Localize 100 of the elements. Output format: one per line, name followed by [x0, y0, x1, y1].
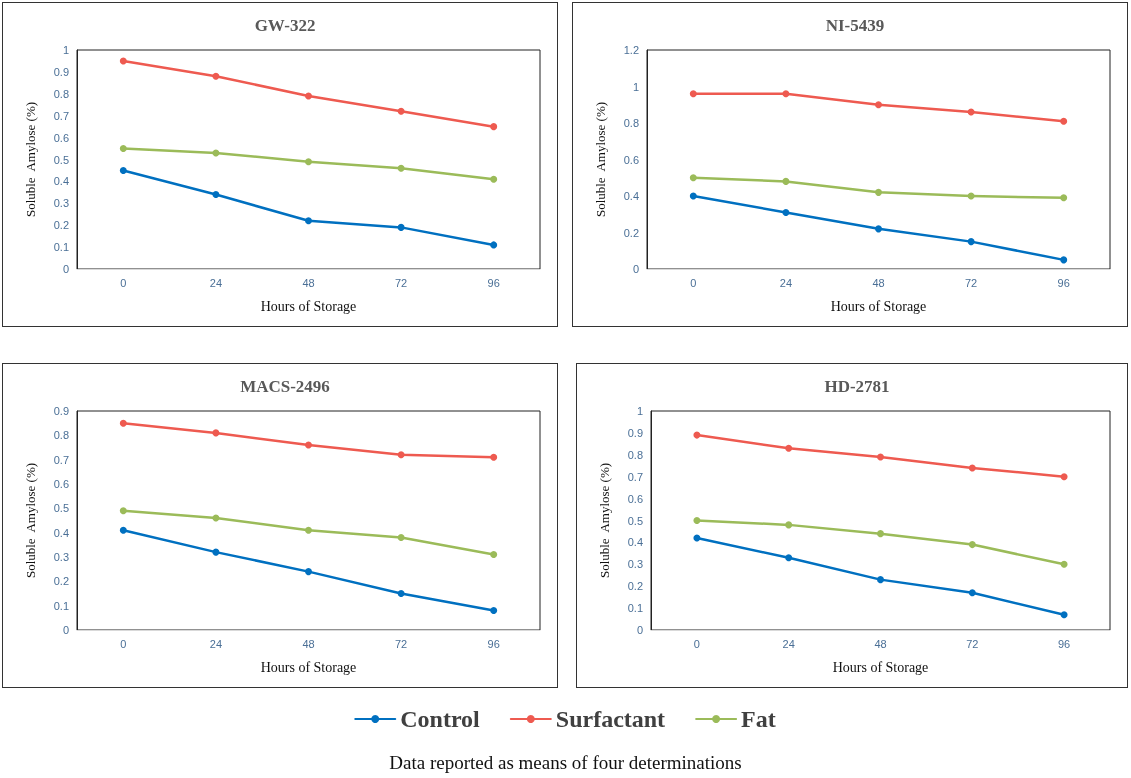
- y-tick-label: 0.7: [627, 470, 643, 483]
- point: [1060, 473, 1068, 481]
- y-tick-label: 0.5: [53, 153, 69, 166]
- x-axis-title: Hours of Storage: [260, 659, 357, 675]
- y-tick-label: 0.5: [627, 514, 643, 527]
- point: [212, 149, 220, 157]
- text: Data reported as means of four determinations: [388, 752, 743, 774]
- point: [782, 208, 790, 216]
- y-tick-label: 0.6: [623, 153, 639, 166]
- point: [490, 175, 498, 183]
- x-tick-label: 0: [693, 637, 700, 650]
- point: [212, 72, 220, 80]
- point: [782, 90, 790, 98]
- x-tick-label: 72: [966, 637, 979, 650]
- point: [693, 517, 701, 524]
- y-tick-label: 0.9: [53, 65, 69, 78]
- point: [875, 101, 882, 109]
- point: [212, 548, 220, 556]
- point: [490, 123, 498, 131]
- chart-title: HD-2781: [824, 377, 890, 396]
- y-tick-label: 1.2: [623, 44, 639, 56]
- point: [119, 57, 127, 65]
- x-axis-title: Hours of Storage: [260, 298, 357, 314]
- y-tick-label: 0: [62, 624, 69, 636]
- point: [785, 444, 793, 452]
- point: [119, 166, 127, 174]
- y-axis-title: Soluble Amylose (%): [23, 462, 38, 579]
- y-tick-label: 0: [632, 263, 639, 275]
- point: [397, 164, 405, 172]
- x-tick-label: 24: [782, 637, 795, 650]
- chart-title: GW-322: [254, 16, 316, 35]
- legend-label: Fat: [741, 706, 776, 732]
- y-tick-label: 0.4: [53, 526, 69, 539]
- point: [305, 526, 312, 534]
- point: [875, 225, 882, 233]
- point: [689, 90, 697, 98]
- point: [689, 174, 697, 182]
- x-tick-label: 24: [209, 637, 223, 650]
- point: [1060, 611, 1068, 619]
- point: [782, 177, 790, 185]
- point: [875, 188, 882, 196]
- y-axis-title: Soluble Amylose (%): [23, 101, 38, 218]
- x-tick-label: 48: [872, 276, 885, 289]
- y-tick-label: 0.2: [53, 575, 69, 588]
- point: [689, 192, 697, 200]
- x-tick-label: 96: [1057, 637, 1071, 650]
- x-tick-label: 96: [1057, 276, 1070, 289]
- x-tick-label: 48: [302, 637, 315, 650]
- point: [397, 451, 405, 459]
- point: [785, 521, 793, 529]
- point: [1060, 117, 1068, 125]
- y-tick-label: 0.8: [623, 117, 639, 129]
- x-tick-label: 0: [120, 637, 127, 650]
- point: [305, 92, 312, 100]
- point: [119, 145, 127, 153]
- chart-title: NI-5439: [825, 16, 885, 35]
- y-tick-label: 0: [636, 624, 643, 636]
- point: [490, 453, 498, 461]
- legend-label: Control: [400, 706, 481, 732]
- point: [877, 576, 884, 584]
- point: [212, 429, 220, 437]
- point: [119, 419, 127, 427]
- y-tick-label: 0.8: [53, 87, 69, 100]
- point: [305, 158, 312, 166]
- x-tick-label: 72: [394, 276, 408, 289]
- y-tick-label: 0.5: [53, 502, 69, 515]
- y-tick-label: 0.7: [53, 109, 69, 122]
- y-tick-label: 0.4: [53, 175, 69, 188]
- y-tick-label: 0.9: [627, 426, 643, 439]
- x-tick-label: 72: [394, 637, 408, 650]
- point: [305, 217, 312, 225]
- y-tick-label: 0.2: [623, 226, 639, 239]
- x-tick-label: 24: [779, 276, 793, 289]
- y-tick-label: 1: [632, 80, 639, 93]
- x-tick-label: 48: [874, 637, 887, 650]
- y-tick-label: 0.8: [627, 448, 643, 461]
- point: [397, 590, 405, 597]
- point: [968, 464, 976, 472]
- point: [1060, 194, 1068, 202]
- point: [968, 589, 976, 597]
- y-axis-title: Soluble Amylose (%): [597, 462, 612, 579]
- y-tick-label: 0.8: [53, 429, 69, 442]
- y-tick-label: 0.1: [627, 602, 643, 615]
- point: [1060, 256, 1068, 264]
- y-tick-label: 0.2: [627, 580, 643, 593]
- point: [305, 568, 312, 576]
- point: [490, 607, 498, 615]
- y-tick-label: 1: [62, 44, 69, 56]
- point: [968, 541, 976, 549]
- y-tick-label: 0.3: [53, 551, 69, 563]
- x-tick-label: 48: [302, 276, 315, 289]
- y-tick-label: 0.6: [627, 492, 643, 505]
- y-tick-label: 0.2: [53, 219, 69, 232]
- y-tick-label: 0.1: [53, 599, 69, 612]
- point: [877, 530, 884, 538]
- x-tick-label: 72: [964, 276, 978, 289]
- x-tick-label: 24: [209, 276, 223, 289]
- point: [1060, 560, 1068, 568]
- point: [397, 107, 405, 115]
- y-tick-label: 1: [636, 405, 643, 417]
